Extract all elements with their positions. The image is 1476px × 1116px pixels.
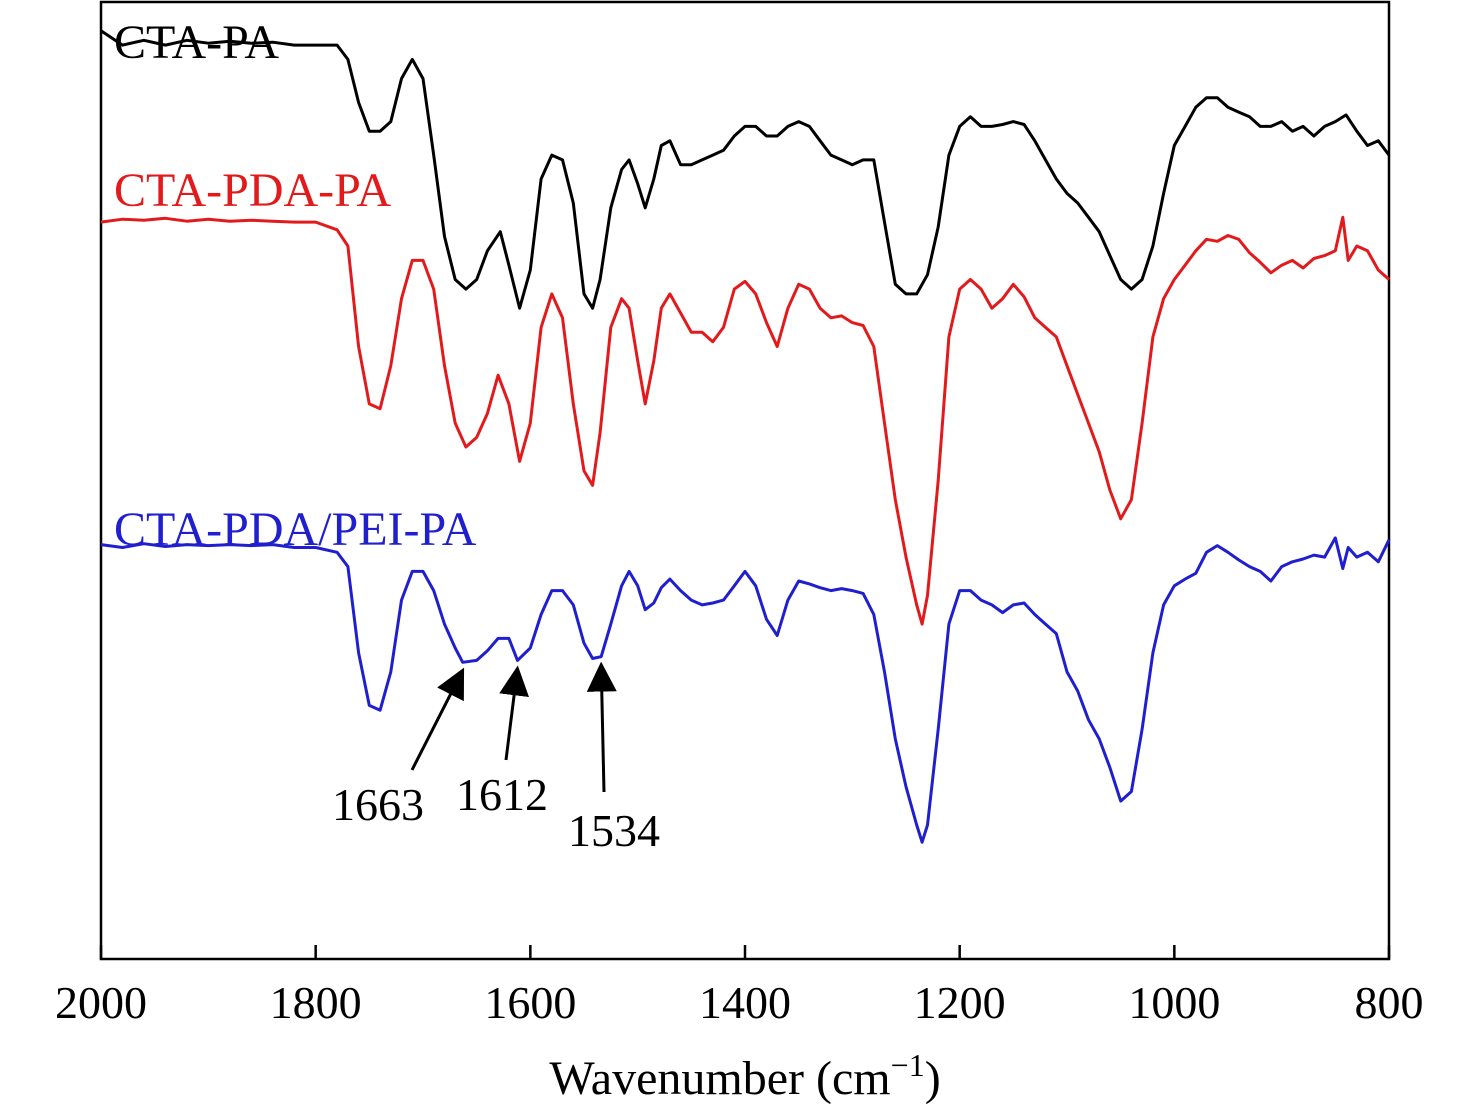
series-label-1: CTA-PA (114, 16, 279, 69)
x-tick-label-1200: 1200 (914, 977, 1006, 1028)
annotation-arrow-1663 (410, 667, 465, 771)
annotation-arrow-1612 (499, 665, 529, 761)
annotation-label-1612: 1612 (456, 769, 548, 820)
x-tick-label-2000: 2000 (55, 977, 147, 1028)
x-axis-title-main: Wavenumber (cm (549, 1052, 890, 1105)
annotation-label-1534: 1534 (568, 805, 660, 856)
x-tick-label-1800: 1800 (270, 977, 362, 1028)
series-line-3 (100, 536, 1391, 844)
x-axis-title: Wavenumber (cm−1) (549, 1047, 940, 1105)
series-line-1 (100, 29, 1391, 310)
plot-frame (99, 0, 1391, 961)
x-tick-label-1000: 1000 (1128, 977, 1220, 1028)
x-axis-title-close: ) (925, 1052, 941, 1105)
annotation-arrow-1534 (586, 661, 617, 793)
x-axis-tick-labels: 2000 1800 1600 1400 1200 1000 800 (55, 977, 1424, 1028)
x-tick-label-1600: 1600 (484, 977, 576, 1028)
series-label-3: CTA-PDA/PEI-PA (114, 503, 477, 556)
annotation-label-1663: 1663 (332, 779, 424, 830)
series-line-2 (100, 215, 1390, 626)
x-axis-title-superscript: −1 (891, 1047, 925, 1083)
series-label-2: CTA-PDA-PA (114, 164, 391, 217)
x-tick-label-1400: 1400 (699, 977, 791, 1028)
x-axis-ticks (99, 945, 1391, 959)
series-lines (100, 29, 1391, 844)
x-tick-label-800: 800 (1355, 977, 1424, 1028)
series-labels: CTA-PA CTA-PDA-PA CTA-PDA/PEI-PA (114, 16, 477, 556)
peak-annotations: 1663 1612 1534 (332, 661, 660, 856)
